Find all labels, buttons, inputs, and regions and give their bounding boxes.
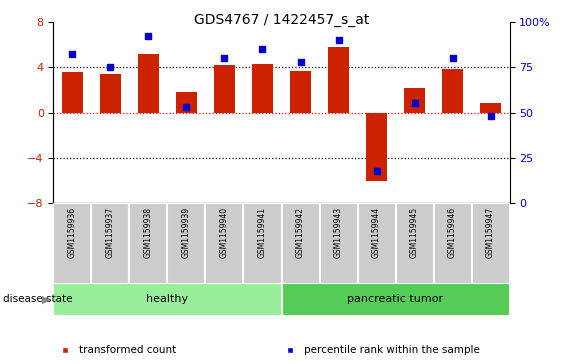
Bar xyxy=(480,103,501,113)
Point xyxy=(220,55,229,61)
Bar xyxy=(205,203,243,290)
Text: healthy: healthy xyxy=(146,294,189,305)
Bar xyxy=(404,87,425,113)
Point xyxy=(448,55,457,61)
Bar xyxy=(168,203,205,290)
Bar xyxy=(129,203,168,290)
Point xyxy=(106,64,115,70)
Point xyxy=(144,33,153,39)
Text: GSM1159946: GSM1159946 xyxy=(448,207,457,258)
Point xyxy=(486,113,495,119)
Bar xyxy=(328,47,349,113)
Bar xyxy=(290,70,311,113)
Bar xyxy=(282,203,320,290)
Bar xyxy=(91,203,129,290)
Bar xyxy=(62,72,83,113)
Text: transformed count: transformed count xyxy=(79,345,176,355)
Point xyxy=(296,59,305,65)
Point xyxy=(258,46,267,52)
Bar xyxy=(395,203,434,290)
Text: GSM1159936: GSM1159936 xyxy=(68,207,77,258)
Point xyxy=(410,101,419,106)
Text: GSM1159947: GSM1159947 xyxy=(486,207,495,258)
Bar xyxy=(358,203,395,290)
Text: GSM1159939: GSM1159939 xyxy=(182,207,191,258)
Bar xyxy=(434,203,472,290)
Bar xyxy=(252,64,273,113)
Text: GSM1159944: GSM1159944 xyxy=(372,207,381,258)
Text: pancreatic tumor: pancreatic tumor xyxy=(347,294,444,305)
Bar xyxy=(243,203,282,290)
Text: GSM1159941: GSM1159941 xyxy=(258,207,267,258)
Bar xyxy=(138,54,159,113)
Point xyxy=(334,37,343,43)
Text: disease state: disease state xyxy=(3,294,72,305)
Bar xyxy=(442,69,463,113)
Text: ▶: ▶ xyxy=(42,294,51,305)
Bar xyxy=(214,65,235,113)
Text: GSM1159937: GSM1159937 xyxy=(106,207,115,258)
Bar xyxy=(176,92,197,113)
Point xyxy=(372,168,381,174)
Bar xyxy=(366,113,387,181)
Text: GSM1159940: GSM1159940 xyxy=(220,207,229,258)
Bar xyxy=(100,74,121,113)
Text: GDS4767 / 1422457_s_at: GDS4767 / 1422457_s_at xyxy=(194,13,369,27)
Text: GSM1159942: GSM1159942 xyxy=(296,207,305,258)
Text: GSM1159945: GSM1159945 xyxy=(410,207,419,258)
Point xyxy=(68,52,77,57)
Text: GSM1159943: GSM1159943 xyxy=(334,207,343,258)
Point xyxy=(182,104,191,110)
Bar xyxy=(320,203,358,290)
Bar xyxy=(472,203,510,290)
Text: percentile rank within the sample: percentile rank within the sample xyxy=(304,345,480,355)
Bar xyxy=(282,283,510,316)
Bar xyxy=(53,283,282,316)
Text: GSM1159938: GSM1159938 xyxy=(144,207,153,258)
Bar xyxy=(53,203,91,290)
